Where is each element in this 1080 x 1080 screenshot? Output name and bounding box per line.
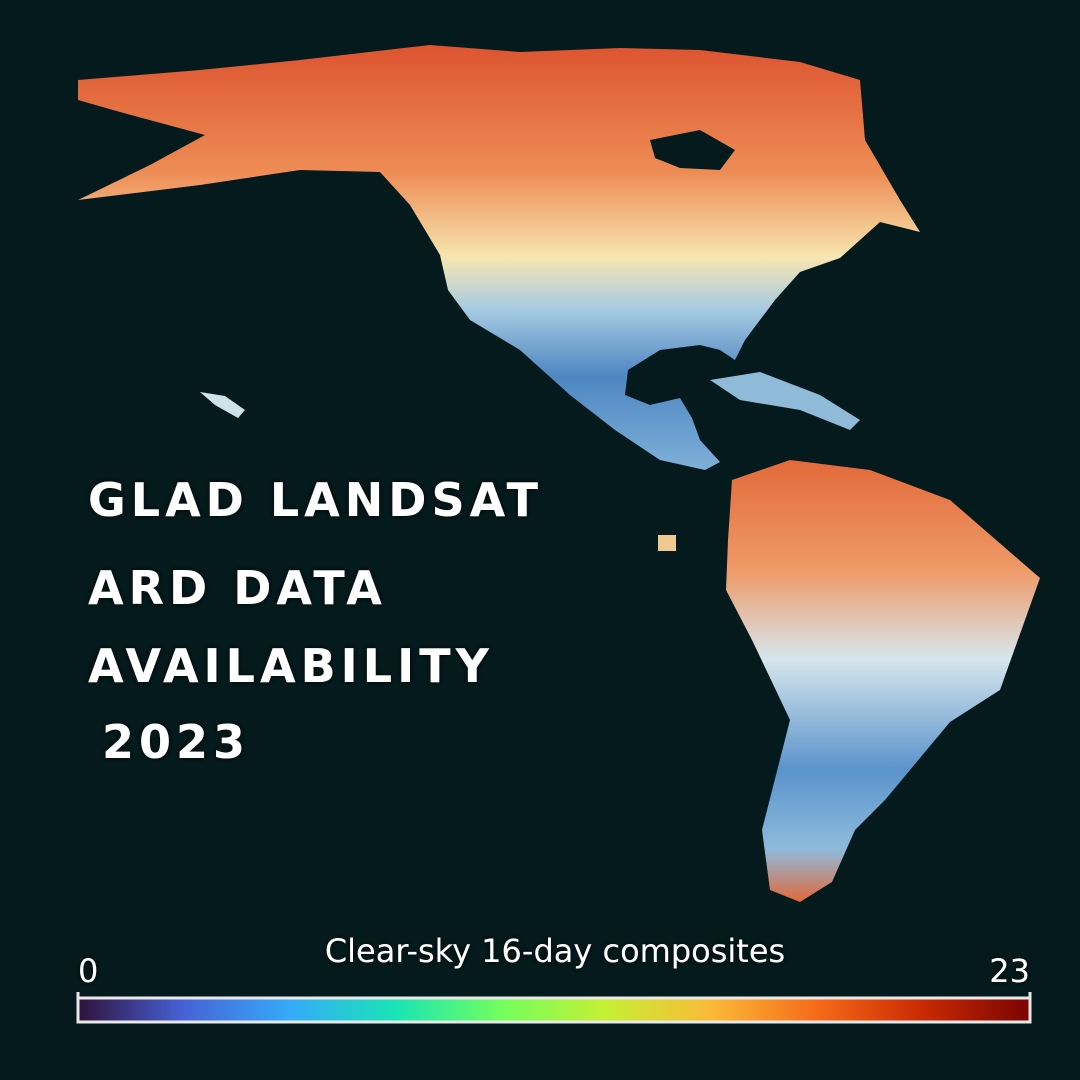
- title-line: ARD DATA: [88, 561, 387, 615]
- colorbar-tick-label: 0: [78, 952, 98, 990]
- caribbean: [710, 372, 860, 430]
- colorbar-legend: Clear-sky 16-day composites 0 23: [76, 932, 1032, 1024]
- title-line: AVAILABILITY: [88, 639, 494, 693]
- colorbar-label: Clear-sky 16-day composites: [325, 932, 785, 970]
- colorbar-tick-label: 23: [989, 952, 1030, 990]
- title: GLAD LANDSAT ARD DATA AVAILABILITY 2023: [88, 473, 543, 769]
- south-america: [726, 460, 1040, 902]
- map: [78, 45, 1040, 902]
- lake-hole: [650, 130, 735, 170]
- galapagos: [658, 535, 676, 551]
- colorbar: [76, 996, 1032, 1024]
- title-line: 2023: [102, 715, 250, 769]
- title-line: GLAD LANDSAT: [88, 473, 543, 527]
- hawaii: [200, 392, 245, 418]
